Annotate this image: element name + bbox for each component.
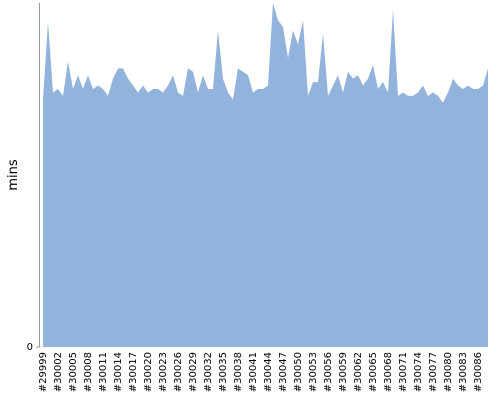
x-tick-label: #30077 (428, 352, 439, 392)
area (43, 3, 488, 347)
x-tick-label: #30053 (308, 352, 319, 392)
x-tick-label: #30020 (143, 352, 154, 392)
x-tick-label: #30038 (233, 352, 244, 392)
x-tick-label: #30065 (368, 352, 379, 392)
x-tick-label: #30011 (98, 352, 109, 392)
x-tick-label: #30026 (173, 352, 184, 392)
x-tick-label: #30074 (413, 352, 424, 392)
x-tick-label: #30080 (443, 352, 454, 392)
x-tick-label: #30071 (398, 352, 409, 392)
x-tick-label: #30023 (158, 352, 169, 392)
x-tick-label: #30062 (353, 352, 364, 392)
x-tick-label: #30068 (383, 352, 394, 392)
x-tick-label: #30059 (338, 352, 349, 392)
x-tick-label: #30005 (68, 352, 79, 392)
x-tick-label: #30047 (278, 352, 289, 392)
x-tick-label: #30050 (293, 352, 304, 392)
x-tick-label: #30083 (458, 352, 469, 392)
x-tick-label: #30044 (263, 352, 274, 392)
x-tick-label: #30017 (128, 352, 139, 392)
x-tick-label: #30029 (188, 352, 199, 392)
y-axis-label: mins (6, 159, 21, 191)
x-tick-label: #30008 (83, 352, 94, 392)
x-tick-label: #30041 (248, 352, 259, 392)
x-tick-label: #30032 (203, 352, 214, 392)
x-tick-label: #30035 (218, 352, 229, 392)
y-tick-label: 0 (27, 342, 33, 353)
x-tick-label: #30014 (113, 352, 124, 392)
x-tick-label: #30086 (473, 352, 484, 392)
x-tick-label: #30002 (53, 352, 64, 392)
x-tick-label: #30056 (323, 352, 334, 392)
x-tick-label: #29999 (38, 352, 49, 392)
